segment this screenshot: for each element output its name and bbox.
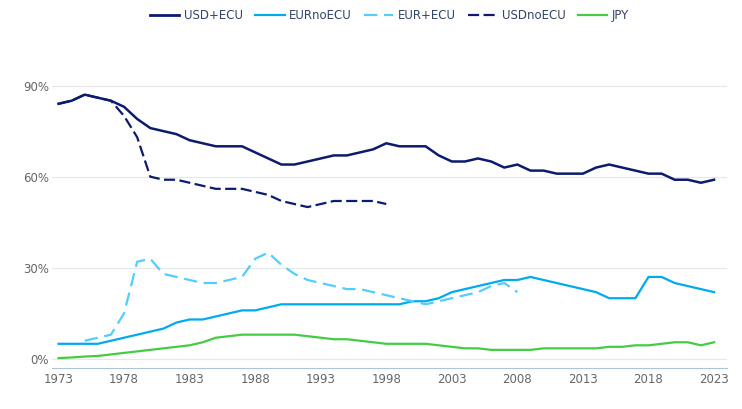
- Legend: USD+ECU, EURnoECU, EUR+ECU, USDnoECU, JPY: USD+ECU, EURnoECU, EUR+ECU, USDnoECU, JP…: [145, 4, 634, 27]
